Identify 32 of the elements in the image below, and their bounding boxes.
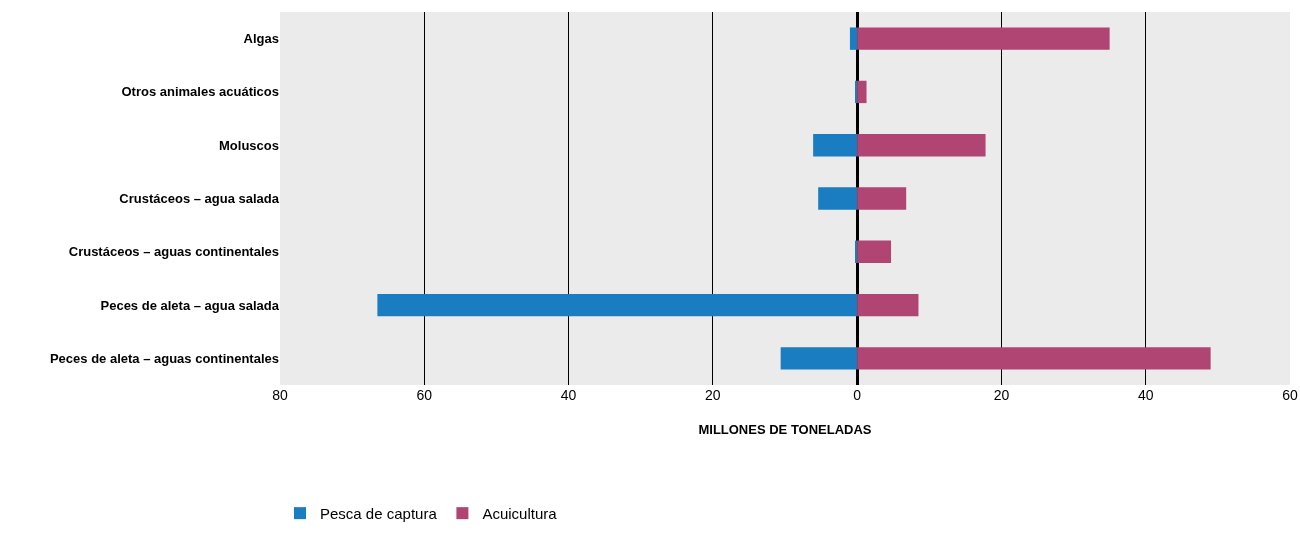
bar [857, 27, 1110, 50]
x-tick-label: 0 [853, 387, 862, 403]
x-axis-title: MILLONES DE TONELADAS [698, 421, 872, 437]
x-tick-label: 80 [272, 387, 288, 403]
bar [780, 347, 858, 370]
legend-label: Pesca de captura [320, 505, 438, 522]
x-tick-label: 20 [705, 387, 721, 403]
bar [857, 80, 867, 104]
y-tick-label: Moluscos [219, 137, 279, 153]
bar [857, 134, 986, 157]
y-tick-label: Algas [243, 31, 279, 47]
y-tick-label: Otros animales acuáticos [121, 84, 279, 100]
bar [849, 27, 858, 50]
bar [854, 80, 858, 104]
legend-label: Acuicultura [482, 505, 558, 522]
y-tick-label: Peces de aleta – aguas continentales [49, 350, 279, 366]
y-tick-label: Crustáceos – aguas continentales [68, 244, 279, 260]
x-tick-label: 60 [1282, 387, 1298, 403]
bar [818, 187, 858, 210]
bar [813, 134, 858, 157]
bar [857, 293, 919, 317]
x-tick-label: 20 [993, 387, 1010, 403]
bar [857, 187, 907, 210]
y-tick-label: Crustáceos – agua salada [119, 191, 280, 207]
x-tick-label: 40 [1137, 387, 1154, 403]
x-tick-label: 60 [416, 387, 433, 403]
x-tick-label: 40 [560, 387, 577, 403]
bar [857, 347, 1211, 370]
bar [854, 240, 858, 263]
y-tick-label: Peces de aleta – agua salada [100, 297, 280, 313]
bar [377, 293, 858, 317]
bar [857, 240, 892, 263]
